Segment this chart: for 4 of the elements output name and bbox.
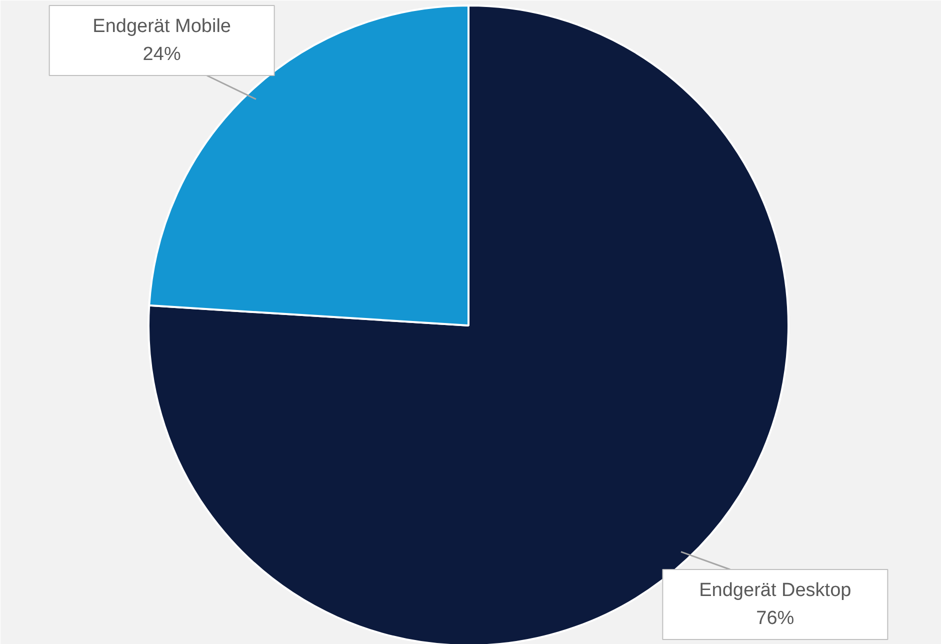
data-label: 24% [142,44,181,65]
data-label: 76% [756,608,794,629]
slice-label: Endgerät Desktop [699,580,852,601]
slice-label: Endgerät Mobile [92,16,232,37]
